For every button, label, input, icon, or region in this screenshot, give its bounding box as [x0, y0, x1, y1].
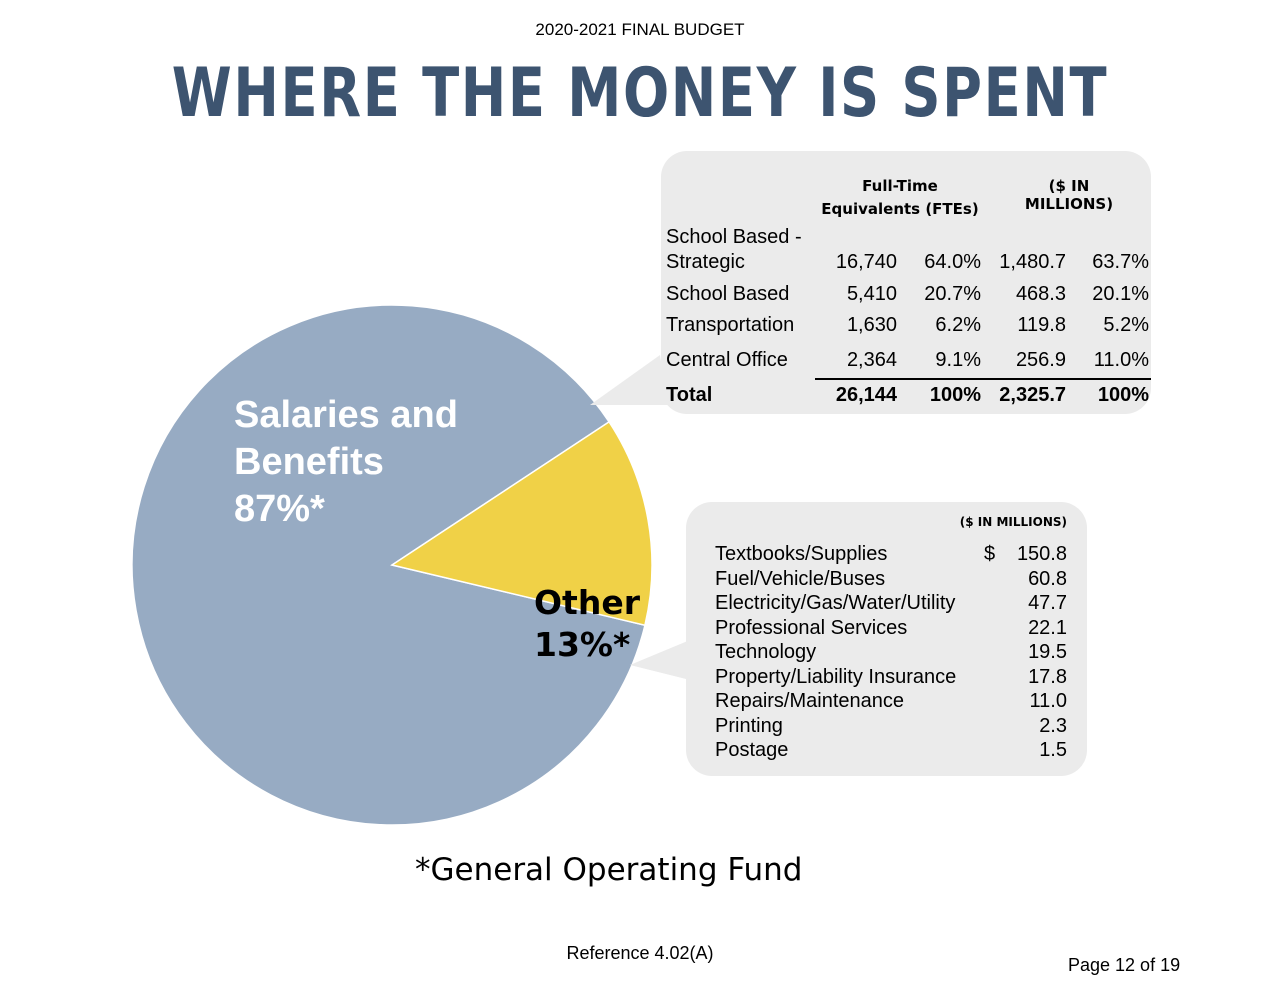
row-fte-pct: 20.7%: [924, 283, 981, 305]
row-fte-pct: 9.1%: [935, 349, 981, 371]
pie-slice-other: [390, 420, 653, 627]
other-millions-header: ($ IN MILLIONS): [959, 515, 1067, 529]
slice-label-salaries-line2: Benefits: [234, 441, 384, 483]
expense-label: Fuel/Vehicle/Buses: [715, 567, 886, 590]
expense-label: Professional Services: [715, 616, 908, 639]
callout-pointer-salaries: [590, 355, 668, 405]
total-fte-pct: 100%: [929, 384, 981, 406]
expense-label: Technology: [715, 641, 817, 663]
callout-pointer-other: [630, 640, 690, 680]
row-fte-pct: 64.0%: [924, 251, 981, 273]
total-fte: 26,144: [835, 384, 897, 406]
expense-value: 47.7: [1028, 592, 1067, 614]
row-fte: 16,740: [835, 251, 897, 273]
row-label: Transportation: [666, 314, 795, 336]
expense-value: 60.8: [1028, 567, 1067, 590]
row-fte: 2,364: [846, 349, 897, 371]
slice-label-other-pct: 13%*: [534, 625, 631, 664]
row-label: School Based: [666, 283, 790, 305]
row-label: School Based -: [666, 226, 802, 248]
row-millions: 1,480.7: [999, 251, 1066, 273]
slice-label-salaries-pct: 87%*: [234, 488, 325, 530]
expense-label: Printing: [715, 714, 783, 737]
budget-header: 2020-2021 FINAL BUDGET: [535, 20, 745, 39]
row-millions-pct: 5.2%: [1103, 314, 1149, 336]
row-millions: 468.3: [1015, 283, 1066, 305]
row-millions-pct: 63.7%: [1092, 251, 1149, 273]
expense-label: Repairs/Maintenance: [715, 690, 904, 712]
expense-value: 19.5: [1028, 641, 1067, 663]
total-millions: 2,325.7: [999, 384, 1066, 406]
total-label: Total: [666, 384, 713, 406]
millions-header: ($ IN MILLIONS): [1024, 177, 1114, 213]
slice-label-other-name: Other: [534, 583, 640, 622]
reference: Reference 4.02(A): [566, 943, 714, 963]
row-fte: 5,410: [846, 283, 897, 305]
row-fte-pct: 6.2%: [935, 314, 981, 336]
expense-value: 1.5: [1039, 739, 1067, 761]
row-label: Central Office: [666, 349, 788, 371]
expense-value: 17.8: [1028, 665, 1067, 688]
pie-slice-salaries: [131, 304, 646, 826]
total-divider: [815, 378, 1151, 380]
expense-label: Textbooks/Supplies: [715, 543, 888, 565]
fte-header-line2: Equivalents (FTEs): [821, 200, 979, 218]
slice-label-other: Other 13%*: [534, 582, 640, 666]
expense-label: Property/Liability Insurance: [715, 665, 957, 688]
total-millions-pct: 100%: [1097, 384, 1149, 406]
slice-label-salaries-line1: Salaries and: [234, 394, 458, 436]
fte-header-line1: Full-Time: [862, 177, 938, 195]
expense-label: Postage: [715, 739, 789, 761]
expense-value: 2.3: [1039, 714, 1067, 737]
slice-label-salaries: Salaries and Benefits 87%*: [234, 392, 458, 533]
footnote: *General Operating Fund: [415, 852, 803, 888]
expense-value: 11.0: [1029, 690, 1067, 712]
page-number: Page 12 of 19: [1068, 955, 1181, 975]
expense-label: Electricity/Gas/Water/Utility: [715, 592, 956, 614]
salaries-callout: [661, 151, 1151, 414]
other-callout: [686, 502, 1087, 776]
row-millions-pct: 11.0%: [1093, 349, 1149, 371]
row-millions-pct: 20.1%: [1092, 283, 1149, 305]
row-label-cont: Strategic: [666, 251, 745, 273]
expense-value: 150.8: [1016, 543, 1067, 565]
row-fte: 1,630: [846, 314, 897, 336]
page-title: WHERE THE MONEY IS SPENT: [171, 54, 1109, 133]
row-millions: 119.8: [1017, 314, 1066, 336]
row-millions: 256.9: [1015, 349, 1066, 371]
expense-value: 22.1: [1028, 616, 1067, 639]
currency-symbol: $: [984, 543, 996, 565]
